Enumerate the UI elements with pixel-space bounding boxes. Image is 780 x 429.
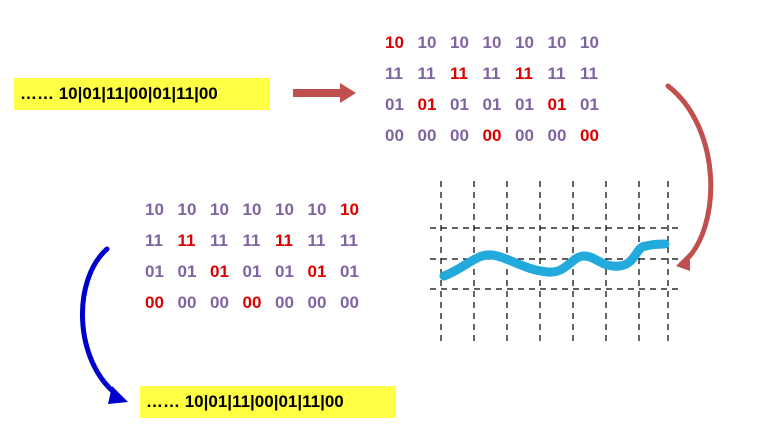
matrix-cell: 01: [307, 262, 327, 281]
arrow-input-to-matrix: [293, 83, 356, 103]
arrow-matrix-to-waveform: [665, 83, 714, 271]
matrix-row: 01 01 01 01 01 01 01: [145, 262, 373, 293]
matrix-cell: 00: [210, 293, 229, 312]
matrix-cell: 01: [515, 95, 534, 114]
matrix-cell: 11: [307, 231, 326, 250]
matrix-cell: 10: [515, 33, 534, 52]
matrix-cell: 01: [482, 95, 502, 114]
matrix-cell: 00: [307, 293, 327, 312]
output-sequence-text: …… 10|01|11|00|01|11|00: [146, 392, 344, 411]
matrix-cell: 11: [145, 231, 163, 250]
matrix-cell: 00: [177, 293, 197, 312]
matrix-cell: 11: [242, 231, 261, 250]
matrix-cell: 01: [145, 262, 164, 281]
matrix-cell: 00: [482, 126, 502, 145]
matrix-cell: 01: [177, 262, 197, 281]
matrix-cell: 00: [385, 126, 404, 145]
matrix-bottom: 10 10 10 10 10 10 10 11 11 11 11 11 11 11 01 01 01 01 01 01…: [145, 200, 373, 324]
matrix-cell: 10: [482, 33, 502, 52]
matrix-cell: 10: [580, 33, 599, 52]
matrix-cell: 01: [275, 262, 294, 281]
matrix-cell: 01: [340, 262, 359, 281]
matrix-cell: 11: [580, 64, 598, 83]
matrix-cell: 01: [580, 95, 599, 114]
matrix-cell: 01: [210, 262, 229, 281]
matrix-cell: 01: [417, 95, 437, 114]
matrix-cell: 11: [340, 231, 358, 250]
matrix-cell: 10: [547, 33, 567, 52]
matrix-cell: 00: [580, 126, 599, 145]
matrix-cell: 01: [450, 95, 469, 114]
matrix-cell: 11: [210, 231, 228, 250]
matrix-cell: 00: [275, 293, 294, 312]
matrix-cell: 00: [515, 126, 534, 145]
matrix-cell: 11: [417, 64, 436, 83]
matrix-cell: 10: [340, 200, 359, 219]
input-sequence-box: …… 10|01|11|00|01|11|00: [14, 78, 270, 110]
matrix-row: 11 11 11 11 11 11 11: [385, 64, 613, 95]
matrix-cell: 11: [482, 64, 501, 83]
matrix-cell: 00: [242, 293, 262, 312]
matrix-cell: 11: [515, 64, 533, 83]
output-sequence-box: …… 10|01|11|00|01|11|00: [140, 386, 396, 418]
matrix-row: 11 11 11 11 11 11 11: [145, 231, 373, 262]
matrix-cell: 10: [417, 33, 437, 52]
matrix-cell: 01: [547, 95, 567, 114]
waveform-signal: [439, 239, 670, 281]
arrow-matrix-to-output: [80, 246, 128, 404]
matrix-cell: 11: [177, 231, 196, 250]
matrix-cell: 11: [450, 64, 468, 83]
matrix-cell: 11: [547, 64, 566, 83]
matrix-row: 00 00 00 00 00 00 00: [145, 293, 373, 324]
matrix-cell: 10: [242, 200, 262, 219]
matrix-cell: 00: [145, 293, 164, 312]
matrix-cell: 11: [385, 64, 403, 83]
matrix-row: 01 01 01 01 01 01 01: [385, 95, 613, 126]
matrix-cell: 00: [340, 293, 359, 312]
matrix-row: 00 00 00 00 00 00 00: [385, 126, 613, 157]
input-sequence-text: …… 10|01|11|00|01|11|00: [20, 84, 218, 103]
matrix-cell: 11: [275, 231, 293, 250]
matrix-cell: 10: [385, 33, 404, 52]
matrix-cell: 10: [145, 200, 164, 219]
matrix-cell: 01: [242, 262, 262, 281]
matrix-cell: 00: [547, 126, 567, 145]
matrix-top: 10 10 10 10 10 10 10 11 11 11 11 11 11 11 01 01 01 01 01 01…: [385, 33, 613, 157]
matrix-row: 10 10 10 10 10 10 10: [385, 33, 613, 64]
matrix-cell: 10: [307, 200, 327, 219]
matrix-cell: 10: [450, 33, 469, 52]
matrix-row: 10 10 10 10 10 10 10: [145, 200, 373, 231]
matrix-cell: 10: [275, 200, 294, 219]
matrix-cell: 10: [210, 200, 229, 219]
matrix-cell: 00: [417, 126, 437, 145]
matrix-cell: 10: [177, 200, 197, 219]
matrix-cell: 01: [385, 95, 404, 114]
matrix-cell: 00: [450, 126, 469, 145]
